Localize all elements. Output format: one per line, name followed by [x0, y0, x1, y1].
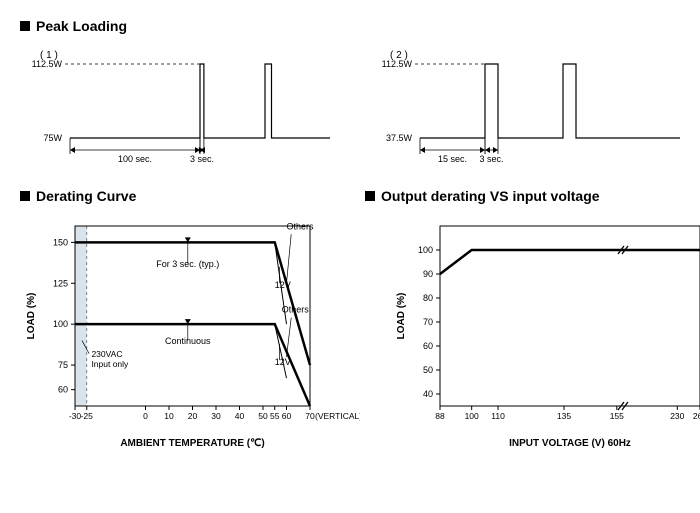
lower-charts-row: 6075100125150-30-2501020304050556070(VER… [20, 216, 680, 451]
svg-text:60: 60 [58, 385, 68, 395]
svg-text:110: 110 [491, 411, 505, 421]
peak-loading-row: ( 1 )112.5W75W100 sec.3 sec. ( 2 )112.5W… [20, 46, 680, 166]
peak-chart-1: ( 1 )112.5W75W100 sec.3 sec. [20, 46, 340, 166]
svg-text:125: 125 [53, 278, 68, 288]
title-marker [20, 191, 30, 201]
title-text: Peak Loading [36, 18, 127, 34]
svg-text:Input only: Input only [91, 359, 129, 369]
svg-text:100 sec.: 100 sec. [118, 154, 152, 164]
svg-text:90: 90 [423, 269, 433, 279]
section-output-derating: Output derating VS input voltage [365, 188, 680, 204]
svg-text:(VERTICAL): (VERTICAL) [315, 411, 360, 421]
peak-chart-2: ( 2 )112.5W37.5W15 sec.3 sec. [370, 46, 690, 166]
derating-chart: 6075100125150-30-2501020304050556070(VER… [20, 216, 360, 451]
svg-text:30: 30 [211, 411, 221, 421]
svg-text:264: 264 [693, 411, 700, 421]
svg-text:100: 100 [465, 411, 479, 421]
svg-text:150: 150 [53, 237, 68, 247]
svg-text:LOAD (%): LOAD (%) [396, 293, 407, 340]
svg-text:155: 155 [610, 411, 624, 421]
svg-text:37.5W: 37.5W [386, 133, 413, 143]
svg-text:12V: 12V [275, 280, 291, 290]
svg-text:Others: Others [287, 221, 315, 231]
svg-text:-30: -30 [69, 411, 82, 421]
section-peak-loading: Peak Loading [20, 18, 680, 34]
svg-text:75W: 75W [43, 133, 62, 143]
svg-text:100: 100 [418, 245, 433, 255]
svg-text:40: 40 [235, 411, 245, 421]
svg-text:55: 55 [270, 411, 280, 421]
svg-text:80: 80 [423, 293, 433, 303]
svg-text:INPUT VOLTAGE (V) 60Hz: INPUT VOLTAGE (V) 60Hz [509, 438, 631, 449]
svg-text:Others: Others [282, 305, 310, 315]
svg-text:60: 60 [282, 411, 292, 421]
svg-text:230: 230 [670, 411, 684, 421]
svg-text:60: 60 [423, 341, 433, 351]
svg-text:12V: 12V [275, 357, 291, 367]
svg-text:135: 135 [557, 411, 571, 421]
svg-text:LOAD (%): LOAD (%) [26, 293, 37, 340]
title-marker [20, 21, 30, 31]
svg-text:50: 50 [258, 411, 268, 421]
section-derating: Derating Curve [20, 188, 335, 204]
svg-text:112.5W: 112.5W [32, 59, 63, 69]
svg-text:3 sec.: 3 sec. [479, 154, 503, 164]
svg-text:0: 0 [143, 411, 148, 421]
svg-text:-25: -25 [81, 411, 94, 421]
svg-text:15 sec.: 15 sec. [438, 154, 467, 164]
svg-text:112.5W: 112.5W [382, 59, 413, 69]
svg-text:20: 20 [188, 411, 198, 421]
svg-text:70: 70 [423, 317, 433, 327]
svg-text:10: 10 [164, 411, 174, 421]
svg-text:75: 75 [58, 360, 68, 370]
title-marker [365, 191, 375, 201]
svg-text:88: 88 [435, 411, 445, 421]
svg-text:3 sec.: 3 sec. [190, 154, 214, 164]
svg-text:AMBIENT TEMPERATURE (℃): AMBIENT TEMPERATURE (℃) [120, 438, 264, 449]
voltage-chart: 40 50 60 70 80 90 100 88 100 110 135 155 230 264 INPUT… [390, 216, 700, 451]
svg-text:70: 70 [305, 411, 315, 421]
svg-text:50: 50 [423, 365, 433, 375]
title-text: Derating Curve [36, 188, 136, 204]
title-text: Output derating VS input voltage [381, 188, 600, 204]
svg-text:230VAC: 230VAC [91, 349, 122, 359]
svg-text:40: 40 [423, 389, 433, 399]
svg-text:100: 100 [53, 319, 68, 329]
